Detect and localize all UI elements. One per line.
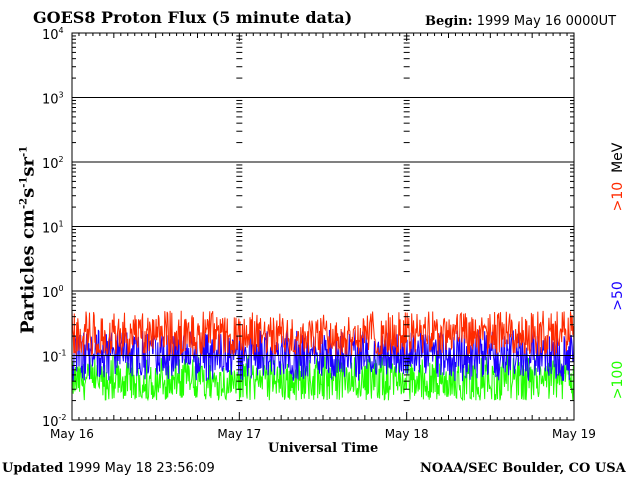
- x-tick-label: May 18: [385, 427, 429, 441]
- x-axis-label: Universal Time: [268, 441, 379, 456]
- x-tick-label: May 16: [50, 427, 94, 441]
- begin-value: 1999 May 16 0000UT: [476, 14, 617, 29]
- begin-timestamp: Begin: 1999 May 16 0000UT: [425, 14, 616, 29]
- x-tick-label: May 19: [552, 427, 596, 441]
- y-tick-label: 10-1: [42, 349, 67, 366]
- y-tick-label: 102: [42, 155, 64, 172]
- credit-text: NOAA/SEC Boulder, CO USA: [420, 461, 626, 476]
- y-tick-label: 100: [42, 284, 64, 301]
- updated-value: 1999 May 18 23:56:09: [67, 461, 215, 476]
- grid-layer: [72, 97, 574, 356]
- legend-unit: MeV: [610, 142, 626, 173]
- y-tick-label: 101: [42, 220, 64, 237]
- y-tick-label: 10-2: [42, 413, 67, 430]
- x-tick-label: May 17: [217, 427, 261, 441]
- legend-gt50: >50: [610, 281, 626, 311]
- tick-layer: [72, 32, 574, 421]
- y-tick-label: 104: [42, 26, 64, 43]
- series-line-gt50: [71, 328, 575, 382]
- legend-gt10: >10 MeV: [610, 143, 626, 212]
- legend-gt50-name: >50: [610, 281, 626, 311]
- updated-label: Updated: [2, 461, 64, 476]
- label-layer: 10-2 10-1 100 101 102 103 104 May 16 May 17 May 1…: [42, 26, 596, 441]
- y-tick-label: 103: [42, 91, 64, 108]
- legend-gt100: >100: [610, 361, 626, 399]
- legend-gt100-name: >100: [610, 360, 626, 400]
- legend-gt10-name: >10: [610, 181, 626, 212]
- series-line-gt10: [71, 310, 575, 356]
- chart-title: GOES8 Proton Flux (5 minute data): [33, 8, 353, 27]
- updated-timestamp: Updated 1999 May 18 23:56:09: [2, 461, 215, 476]
- series-layer: [71, 310, 575, 402]
- begin-label: Begin:: [425, 14, 473, 29]
